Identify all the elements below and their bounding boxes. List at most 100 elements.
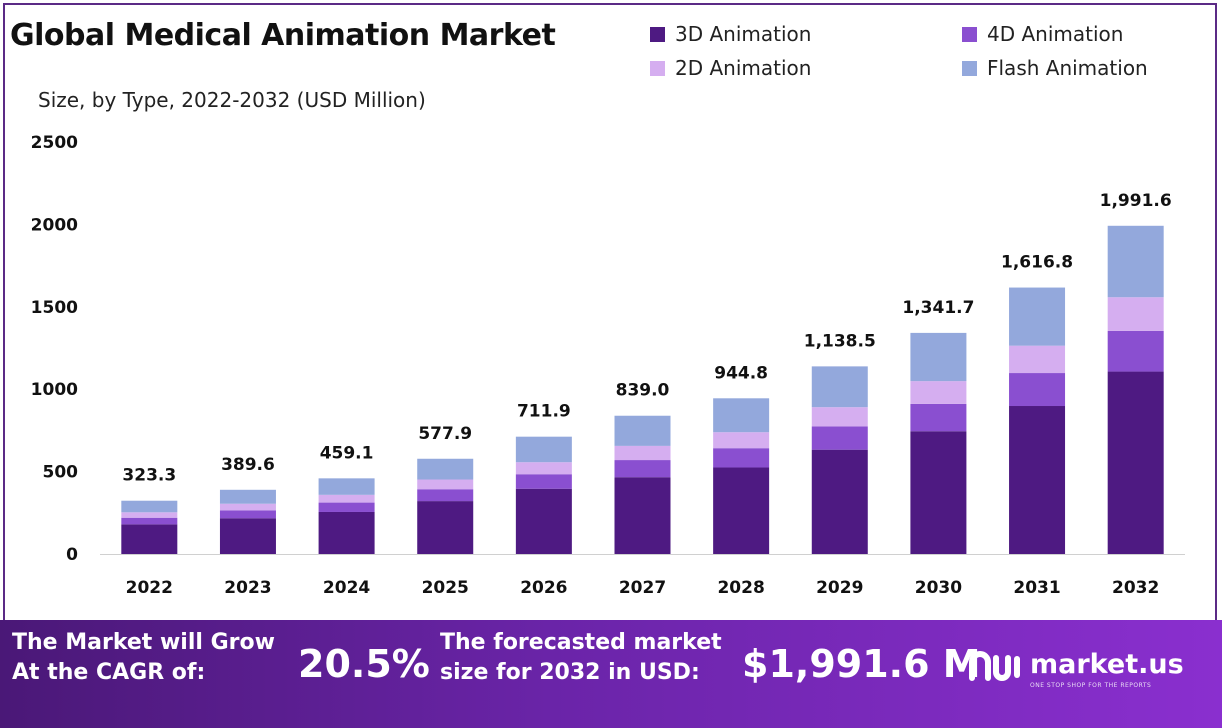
bar-total-label: 711.9 bbox=[517, 402, 571, 422]
bar-segment-4d-animation bbox=[1009, 373, 1066, 407]
bar-segment-3d-animation bbox=[1009, 406, 1066, 554]
summary-banner: The Market will Grow At the CAGR of: 20.… bbox=[0, 620, 1222, 728]
bar-segment-flash-animation bbox=[515, 436, 572, 463]
bar-segment-4d-animation bbox=[811, 426, 868, 450]
legend-swatch-3d bbox=[650, 26, 665, 42]
x-tick-label: 2032 bbox=[1112, 578, 1159, 598]
bar-total-label: 1,341.7 bbox=[902, 298, 974, 318]
bar-total-label: 459.1 bbox=[320, 443, 374, 463]
bar-segment-3d-animation bbox=[614, 477, 671, 554]
x-tick-label: 2023 bbox=[224, 578, 271, 598]
bar-segment-flash-animation bbox=[910, 332, 967, 382]
x-tick-label: 2030 bbox=[915, 578, 962, 598]
legend-label-4d: 4D Animation bbox=[987, 22, 1124, 46]
brand-tagline: ONE STOP SHOP FOR THE REPORTS bbox=[1030, 682, 1152, 689]
bar-segment-flash-animation bbox=[219, 489, 276, 504]
bar-segment-3d-animation bbox=[219, 518, 276, 554]
brand-logo: market.us ONE STOP SHOP FOR THE REPORTS bbox=[968, 644, 1184, 689]
forecast-caption-line-1: The forecasted market bbox=[440, 630, 722, 655]
bar-total-label: 323.3 bbox=[122, 466, 176, 486]
legend-item-flash: Flash Animation bbox=[962, 56, 1148, 80]
x-tick-label: 2025 bbox=[422, 578, 469, 598]
bar-segment-2d-animation bbox=[614, 445, 671, 461]
bar-segment-flash-animation bbox=[1009, 287, 1066, 346]
bar-segment-4d-animation bbox=[219, 510, 276, 519]
x-tick-label: 2027 bbox=[619, 578, 666, 598]
bar-segment-flash-animation bbox=[713, 398, 770, 433]
x-tick-label: 2029 bbox=[816, 578, 863, 598]
legend-label-3d: 3D Animation bbox=[675, 22, 812, 46]
bar-segment-2d-animation bbox=[1107, 297, 1164, 331]
bar-segment-flash-animation bbox=[1107, 225, 1164, 298]
bar-segment-4d-animation bbox=[417, 489, 474, 502]
brand-name: market.us bbox=[1030, 648, 1184, 680]
bar-segment-4d-animation bbox=[515, 474, 572, 489]
legend-item-3d: 3D Animation bbox=[650, 22, 811, 46]
bar-segment-3d-animation bbox=[713, 467, 770, 554]
x-tick-label: 2022 bbox=[126, 578, 173, 598]
bar-segment-3d-animation bbox=[417, 501, 474, 554]
bar-segment-2d-animation bbox=[417, 479, 474, 490]
bar-segment-3d-animation bbox=[910, 431, 967, 554]
bar-segment-2d-animation bbox=[811, 407, 868, 427]
cagr-caption-line-1: The Market will Grow bbox=[12, 630, 275, 655]
cagr-caption-line-2: At the CAGR of: bbox=[12, 660, 206, 685]
legend-swatch-flash bbox=[962, 60, 977, 76]
bar-total-label: 1,616.8 bbox=[1001, 253, 1073, 273]
bar-segment-flash-animation bbox=[811, 366, 868, 408]
bar-segment-4d-animation bbox=[1107, 330, 1164, 372]
x-tick-label: 2028 bbox=[717, 578, 764, 598]
bar-segment-3d-animation bbox=[1107, 371, 1164, 554]
bar-segment-4d-animation bbox=[713, 448, 770, 468]
bar-segment-4d-animation bbox=[318, 502, 375, 512]
y-tick-label: 0 bbox=[66, 545, 78, 565]
bar-segment-3d-animation bbox=[121, 524, 178, 554]
x-tick-label: 2026 bbox=[520, 578, 567, 598]
legend-item-2d: 2D Animation bbox=[650, 56, 811, 80]
forecast-caption-line-2: size for 2032 in USD: bbox=[440, 660, 700, 685]
forecast-value: $1,991.6 M bbox=[742, 642, 981, 686]
legend: 3D Animation 4D Animation 2D Animation F… bbox=[650, 20, 1210, 90]
x-tick-label: 2031 bbox=[1013, 578, 1060, 598]
legend-swatch-2d bbox=[650, 60, 665, 76]
legend-label-flash: Flash Animation bbox=[987, 56, 1148, 80]
bar-segment-2d-animation bbox=[713, 432, 770, 449]
bar-segment-flash-animation bbox=[121, 500, 178, 513]
y-tick-label: 2000 bbox=[31, 215, 78, 235]
bar-segment-flash-animation bbox=[318, 478, 375, 495]
legend-label-2d: 2D Animation bbox=[675, 56, 812, 80]
y-tick-label: 1500 bbox=[31, 298, 78, 318]
forecast-caption: The forecasted market size for 2032 in U… bbox=[440, 628, 722, 688]
bar-segment-3d-animation bbox=[318, 511, 375, 554]
bar-segment-2d-animation bbox=[1009, 345, 1066, 374]
legend-swatch-4d bbox=[962, 26, 977, 42]
bar-segment-3d-animation bbox=[811, 449, 868, 554]
bar-total-label: 839.0 bbox=[616, 381, 670, 401]
legend-item-4d: 4D Animation bbox=[962, 22, 1123, 46]
chart-subtitle: Size, by Type, 2022-2032 (USD Million) bbox=[38, 88, 426, 112]
bar-segment-4d-animation bbox=[910, 403, 967, 432]
bar-total-label: 944.8 bbox=[714, 363, 768, 383]
bar-total-label: 1,138.5 bbox=[804, 331, 876, 351]
bar-segment-2d-animation bbox=[219, 503, 276, 511]
stacked-bar-chart: 0 500 1000 1500 2000 2500 323.3 2022 389.6 2023 45… bbox=[31, 133, 1185, 598]
bar-segment-flash-animation bbox=[614, 415, 671, 446]
bar-segment-2d-animation bbox=[121, 512, 178, 518]
x-tick-label: 2024 bbox=[323, 578, 370, 598]
y-tick-label: 500 bbox=[43, 463, 79, 483]
bar-segment-4d-animation bbox=[614, 460, 671, 478]
bar-total-label: 1,991.6 bbox=[1100, 191, 1172, 211]
cagr-value: 20.5% bbox=[298, 642, 430, 686]
bar-segment-flash-animation bbox=[417, 458, 474, 480]
bar-segment-2d-animation bbox=[910, 381, 967, 404]
chart-title: Global Medical Animation Market bbox=[10, 18, 556, 53]
brand-mark-icon bbox=[969, 651, 1020, 681]
bar-total-label: 577.9 bbox=[418, 424, 472, 444]
y-tick-label: 1000 bbox=[31, 380, 78, 400]
bar-total-label: 389.6 bbox=[221, 455, 275, 475]
y-tick-label: 2500 bbox=[31, 133, 78, 153]
bar-segment-4d-animation bbox=[121, 517, 178, 525]
bar-segment-2d-animation bbox=[515, 462, 572, 475]
bar-segment-2d-animation bbox=[318, 494, 375, 503]
cagr-caption: The Market will Grow At the CAGR of: bbox=[12, 628, 275, 688]
